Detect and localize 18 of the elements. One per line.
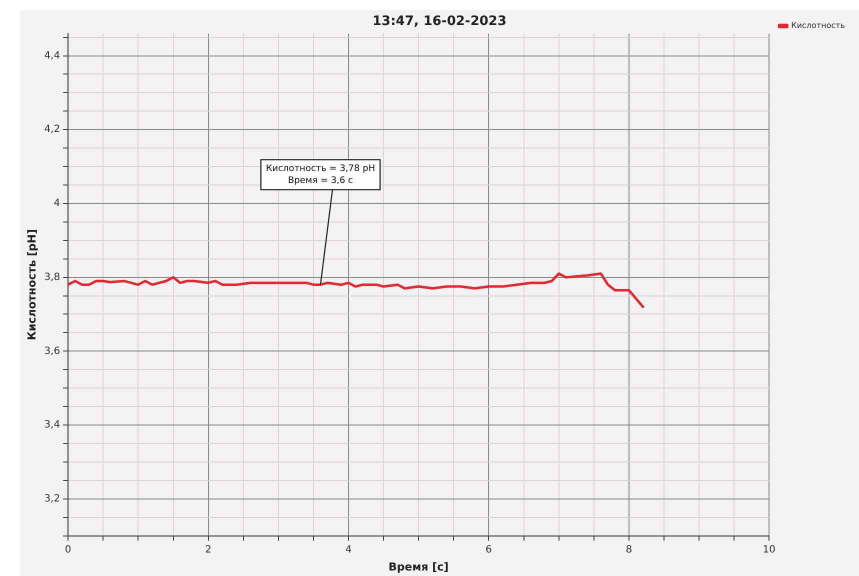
y-tick-label: 4,4 [44,50,60,62]
y-tick-label: 3,4 [44,420,60,431]
x-tick-label: 0 [64,544,72,556]
x-tick-label: 10 [762,544,776,556]
legend-label: Кислотность [791,21,846,30]
x-tick-label: 4 [345,544,352,556]
x-tick-label: 8 [626,544,632,556]
y-tick-label: 4,2 [44,124,60,136]
y-tick-label: 4 [54,198,60,210]
x-axis-title: Время [c] [388,560,449,574]
y-axis-title: Кислотность [pH] [25,229,38,340]
chart-title: 13:47, 16-02-2023 [372,14,506,30]
x-tick-label: 6 [486,544,492,556]
y-tick-label: 3,2 [44,493,60,504]
y-tick-label: 3,8 [44,272,60,283]
x-tick-label: 2 [205,544,212,556]
annotation: Кислотность = 3,78 pH Время = 3,6 c [266,164,376,186]
y-tick-label: 3,6 [44,346,60,357]
